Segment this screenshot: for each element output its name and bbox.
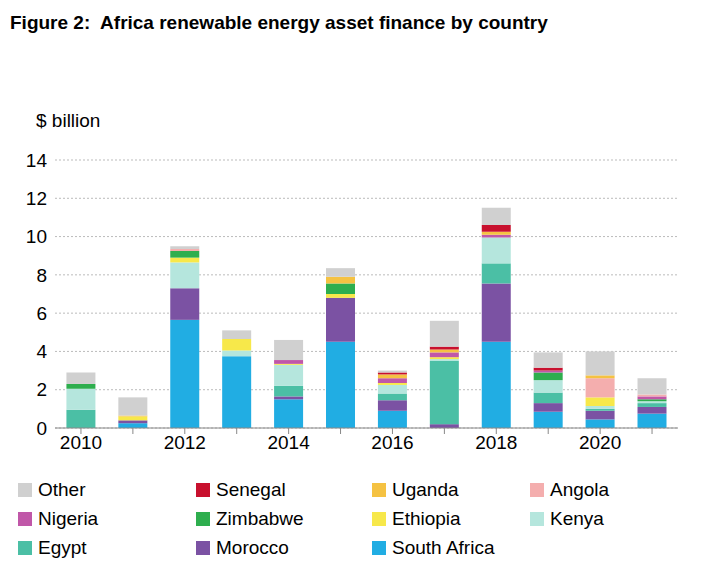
html-text:Senegal: Senegal (216, 478, 286, 500)
svg-text:2010: 2010 (60, 432, 102, 453)
svg-text:8: 8 (36, 265, 47, 286)
html-text:South Africa: South Africa (392, 536, 495, 558)
html-text:Kenya: Kenya (550, 507, 604, 529)
html-text:Egypt: Egypt (38, 536, 87, 558)
svg-text:2012: 2012 (164, 432, 206, 453)
svg-text:2016: 2016 (371, 432, 413, 453)
svg-text:6: 6 (36, 303, 47, 324)
html-text:Nigeria: Nigeria (38, 507, 99, 529)
svg-text:2018: 2018 (475, 432, 517, 453)
html-text:Uganda: Uganda (392, 478, 459, 500)
svg-text:4: 4 (36, 341, 47, 362)
svg-text:0: 0 (36, 418, 47, 439)
html-text:Figure 2: Africa renewable ene: Figure 2: Africa renewable energy asset … (10, 12, 548, 33)
html-text:Other: Other (38, 478, 86, 500)
html-text:$ billion: $ billion (36, 110, 101, 131)
svg-text:14: 14 (26, 150, 48, 171)
html-text:Zimbabwe: Zimbabwe (216, 507, 304, 529)
svg-text:2020: 2020 (579, 432, 621, 453)
svg-text:10: 10 (26, 226, 47, 247)
html-text:Angola: Angola (550, 478, 610, 500)
html-text:Ethiopia: Ethiopia (392, 507, 461, 529)
svg-text:12: 12 (26, 188, 47, 209)
svg-text:2014: 2014 (267, 432, 310, 453)
html-text:Morocco: Morocco (216, 536, 289, 558)
svg-text:2: 2 (36, 379, 47, 400)
